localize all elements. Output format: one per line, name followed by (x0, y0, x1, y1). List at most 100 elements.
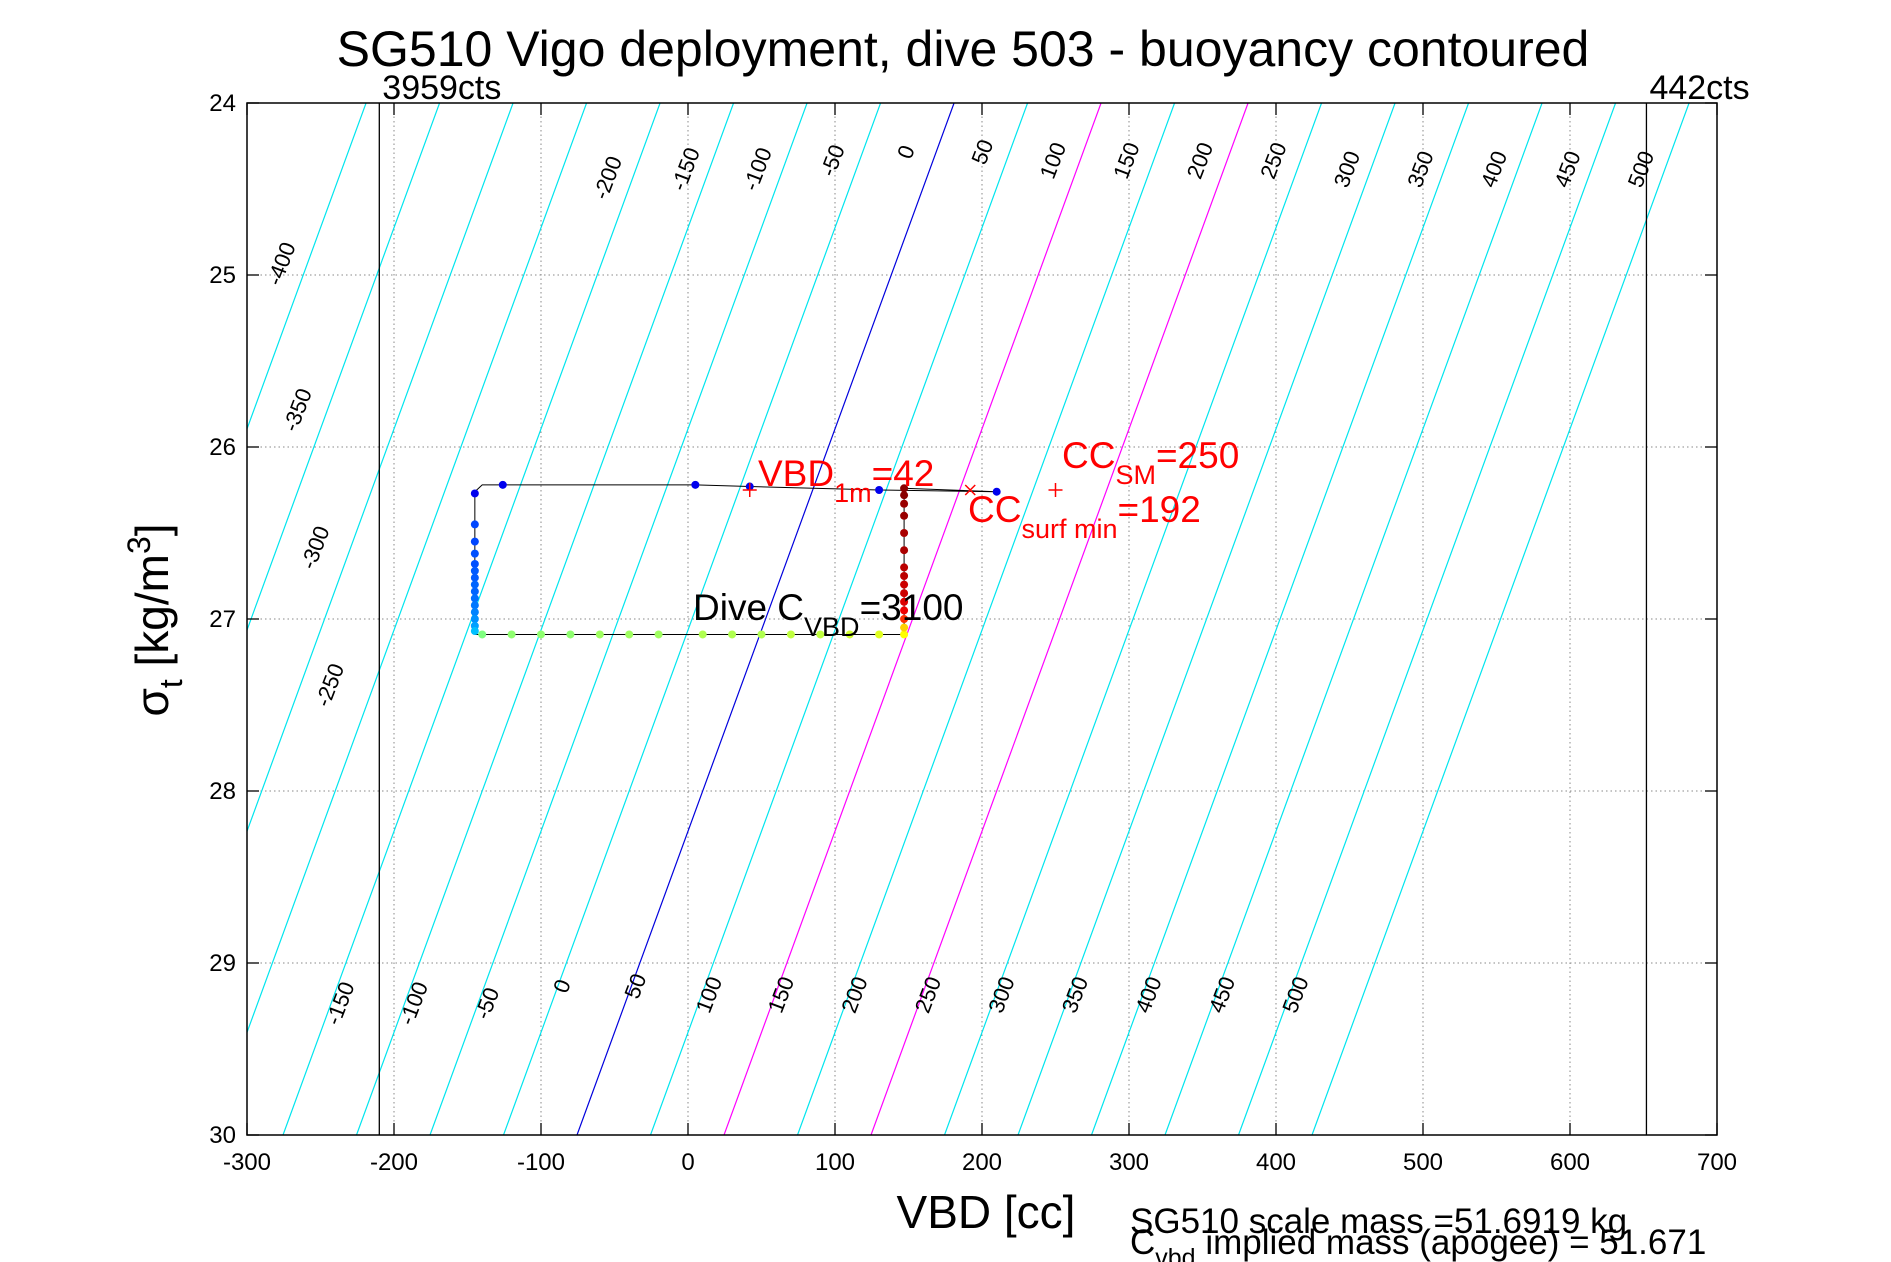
contour-label-top-350: 350 (1402, 147, 1438, 190)
contour-line--300 (247, 103, 514, 833)
contour-label-top-50: 50 (966, 136, 998, 168)
contour-line--100 (429, 103, 808, 1135)
contour-line-400 (1164, 103, 1543, 1135)
contour-label-top--50: -50 (815, 141, 850, 180)
dive-point (470, 580, 479, 589)
implied-mass-c: C (1130, 1223, 1155, 1262)
dive-point (900, 572, 909, 580)
vbd-1m-main: VBD (758, 453, 834, 494)
dive-point (507, 630, 516, 639)
dive-point (900, 491, 909, 500)
plus-marker-2 (1048, 483, 1063, 497)
dive-point (498, 480, 507, 489)
contour-line-250 (943, 103, 1323, 1135)
y-tick-label-28: 28 (209, 778, 236, 805)
dive-point (875, 630, 884, 639)
contour-label-bottom--100: -100 (394, 978, 433, 1028)
implied-mass-sub: vbd (1155, 1244, 1195, 1262)
contour-label-top-400: 400 (1476, 147, 1512, 190)
dive-point (900, 615, 909, 623)
contour-line--250 (247, 103, 588, 1035)
vbd-limit-label-1: 442cts (1649, 69, 1749, 107)
dive-point (470, 537, 479, 546)
contour-label-bottom-400: 400 (1130, 973, 1166, 1016)
contour-label-top--150: -150 (666, 144, 705, 194)
y-label-sup: 3 (121, 536, 157, 554)
contour-label-bottom-250: 250 (910, 973, 946, 1016)
dive-point (566, 630, 575, 639)
dive-point (900, 511, 909, 520)
x-tick-label--300: -300 (223, 1149, 271, 1176)
vbd-1m-annotation: VBD1m=42 (758, 453, 934, 508)
y-label-sigma: σ (126, 688, 178, 716)
y-tick-label-26: 26 (209, 434, 236, 461)
contour-label-bottom-50: 50 (619, 970, 651, 1002)
y-tick-label-29: 29 (209, 950, 236, 977)
dive-point (470, 601, 479, 610)
cc-surf-min-annotation: CCsurf min=192 (968, 489, 1201, 544)
dive-point (625, 630, 634, 639)
contour-label-bottom-100: 100 (691, 973, 727, 1016)
dive-point (470, 573, 479, 582)
x-tick-label-300: 300 (1109, 1149, 1149, 1176)
dive-point (691, 480, 700, 489)
dive-point (900, 546, 909, 555)
x-tick-label-100: 100 (815, 1149, 855, 1176)
vbd-limit-lines: 3959cts 442cts (378, 69, 1750, 1135)
dive-c-sub: VBD (804, 612, 860, 642)
dive-point (470, 594, 479, 603)
dive-point (470, 549, 479, 558)
contour-line-300 (1017, 103, 1396, 1135)
contour-label-bottom-450: 450 (1204, 973, 1240, 1016)
dive-point (900, 606, 909, 615)
contour-line-450 (1237, 103, 1617, 1135)
dive-point (470, 587, 479, 596)
contour-line-0 (576, 103, 955, 1135)
contour-labels: -400 -350 -300 -250 -200 -150 -100 -50 0 50 100 150… (262, 136, 1660, 1028)
y-label-end: ] (126, 523, 178, 536)
dive-point (900, 630, 909, 639)
dive-point (816, 630, 825, 639)
vbd-limit-label-0: 3959cts (382, 69, 501, 107)
dive-point (698, 630, 707, 639)
contour-label-top--100: -100 (738, 144, 777, 194)
contour-label-bottom-150: 150 (763, 973, 799, 1016)
x-tick-label-600: 600 (1550, 1149, 1590, 1176)
dive-c-value: =3100 (860, 587, 964, 628)
dive-point (900, 484, 909, 493)
contour-label-top--250: -250 (310, 660, 349, 710)
dive-point (728, 630, 737, 639)
dive-point (900, 563, 909, 572)
cc-surf-value: =192 (1117, 489, 1200, 530)
y-tick-label-27: 27 (209, 606, 236, 633)
dive-point (786, 630, 795, 639)
markers (742, 483, 1063, 497)
dive-point (470, 566, 479, 575)
plus-marker-0 (742, 483, 757, 497)
cc-sm-sub: SM (1115, 460, 1156, 490)
dive-point (537, 630, 545, 639)
x-tick-label-500: 500 (1403, 1149, 1443, 1176)
contour-label-top-300: 300 (1329, 147, 1365, 190)
dive-point (845, 630, 854, 639)
contour-line-100 (723, 103, 1102, 1135)
contour-label-top--200: -200 (588, 153, 627, 203)
dive-point (992, 487, 1001, 496)
cc-surf-sub: surf min (1021, 514, 1117, 544)
contour-label-top--400: -400 (262, 239, 301, 289)
dive-point (470, 615, 479, 623)
contour-label-bottom--150: -150 (320, 978, 359, 1028)
dive-profile-line (474, 484, 997, 635)
dive-point (900, 529, 909, 537)
contour-line--150 (355, 103, 735, 1135)
dive-c-main: Dive C (693, 587, 804, 628)
contour-label-top-200: 200 (1182, 139, 1218, 182)
implied-mass-text: Cvbd implied mass (apogee) = 51.671 (1130, 1223, 1706, 1262)
contour-line--400 (247, 103, 367, 431)
contour-label-top-0: 0 (892, 142, 920, 162)
y-tick-label-30: 30 (209, 1122, 236, 1149)
dive-point (900, 580, 909, 589)
contour-label-top-250: 250 (1255, 139, 1291, 182)
contour-label-bottom-0: 0 (548, 976, 576, 996)
